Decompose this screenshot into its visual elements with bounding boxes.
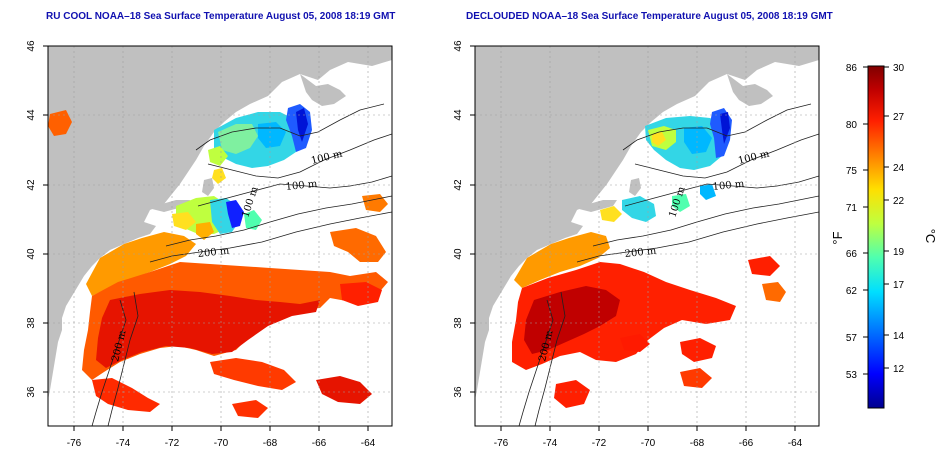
colorbar-fahrenheit-labels: 86 80 75 71 66 62 57 53: [846, 63, 858, 381]
lon-tick-label: -72: [592, 438, 607, 449]
left-isobath-label-200m: 200 m: [197, 246, 230, 260]
colorbar: 86 80 75 71 66 62 57 53 30 27 24 22 19 1…: [830, 63, 938, 409]
left-map-land-island-cape-cod: [202, 178, 214, 196]
left-map-land-nova-scotia: [300, 74, 346, 106]
right-isobath-label-100m-b: 100 m: [712, 179, 745, 193]
colorbar-celsius-labels: 30 27 24 22 19 17 14 12: [893, 63, 905, 375]
celsius-tick-label: 17: [893, 280, 905, 291]
fahrenheit-tick-label: 86: [846, 63, 858, 74]
celsius-tick-label: 19: [893, 247, 905, 258]
left-sst-shelf: [172, 196, 262, 240]
right-map-land-nova-scotia: [727, 74, 773, 106]
lon-tick-label: -68: [263, 438, 278, 449]
lon-tick-label: -66: [739, 438, 754, 449]
left-map-frame: [47, 45, 393, 427]
fahrenheit-tick-label: 62: [846, 286, 858, 297]
left-sst-warm-water: [48, 110, 388, 418]
fahrenheit-tick-label: 53: [846, 370, 858, 381]
right-map-frame: [474, 45, 820, 427]
left-sst-gulf-of-maine: [208, 104, 312, 184]
lon-tick-label: -70: [214, 438, 229, 449]
lat-tick-label: 46: [453, 40, 464, 52]
lat-tick-label: 36: [453, 386, 464, 398]
left-map-land-long-island: [148, 200, 190, 212]
right-map-gridlines: [475, 45, 819, 426]
right-lon-tick-labels: -76 -74 -72 -70 -68 -66 -64: [494, 438, 803, 449]
left-map-land: [48, 46, 392, 400]
fahrenheit-tick-label: 80: [846, 120, 858, 131]
right-map-land-long-island: [575, 200, 617, 212]
fahrenheit-tick-label: 66: [846, 249, 858, 260]
lon-tick-label: -74: [116, 438, 131, 449]
colorbar-celsius-ticks: [884, 66, 889, 369]
colorbar-fahrenheit-unit: °F: [830, 231, 845, 244]
right-lat-tick-labels: 46 44 42 40 38 36: [453, 40, 464, 398]
lat-tick-label: 42: [26, 179, 37, 191]
right-map: 100 m 100 m 100 m 200 m 200 m -76: [453, 40, 820, 449]
celsius-tick-label: 14: [893, 331, 905, 342]
colorbar-celsius-unit: °C: [923, 229, 938, 244]
fahrenheit-tick-label: 71: [846, 203, 858, 214]
celsius-tick-label: 22: [893, 196, 905, 207]
lat-tick-label: 40: [453, 248, 464, 260]
left-map-ticks: [43, 45, 369, 431]
lon-tick-label: -68: [690, 438, 705, 449]
lat-tick-label: 40: [26, 248, 37, 260]
right-map-land-island-cape-cod: [629, 178, 641, 196]
left-map-title: RU COOL NOAA–18 Sea Surface Temperature …: [46, 11, 396, 22]
lat-tick-label: 44: [453, 109, 464, 121]
lat-tick-label: 38: [26, 317, 37, 329]
lat-tick-label: 36: [26, 386, 37, 398]
lon-tick-label: -76: [494, 438, 509, 449]
celsius-tick-label: 27: [893, 112, 905, 123]
right-isobath-label-200m: 200 m: [624, 246, 657, 260]
right-sst-warm-water: [512, 232, 786, 408]
lon-tick-label: -70: [641, 438, 656, 449]
left-lat-tick-labels: 46 44 42 40 38 36: [26, 40, 37, 398]
lon-tick-label: -76: [67, 438, 82, 449]
lon-tick-label: -74: [543, 438, 558, 449]
celsius-tick-label: 30: [893, 63, 905, 74]
lat-tick-label: 42: [453, 179, 464, 191]
fahrenheit-tick-label: 75: [846, 166, 858, 177]
right-map-title: DECLOUDED NOAA–18 Sea Surface Temperatur…: [466, 11, 833, 22]
celsius-tick-label: 12: [893, 364, 905, 375]
right-map-ticks: [470, 45, 796, 431]
colorbar-gradient: [867, 65, 885, 409]
fahrenheit-tick-label: 57: [846, 333, 858, 344]
lon-tick-label: -66: [312, 438, 327, 449]
left-lon-tick-labels: -76 -74 -72 -70 -68 -66 -64: [67, 438, 376, 449]
lat-tick-label: 44: [26, 109, 37, 121]
left-map: 100 m 100 m 100 m 200 m 200 m -7: [26, 40, 393, 449]
right-map-land: [475, 46, 819, 400]
lon-tick-label: -64: [361, 438, 376, 449]
celsius-tick-label: 24: [893, 163, 905, 174]
lon-tick-label: -72: [165, 438, 180, 449]
right-sst-gulf-of-maine: [645, 108, 732, 170]
left-isobath-label-100m-b: 100 m: [285, 179, 318, 193]
right-sst-shelf: [600, 184, 716, 222]
colorbar-fahrenheit-ticks: [863, 66, 868, 375]
lat-tick-label: 38: [453, 317, 464, 329]
lat-tick-label: 46: [26, 40, 37, 52]
lon-tick-label: -64: [788, 438, 803, 449]
